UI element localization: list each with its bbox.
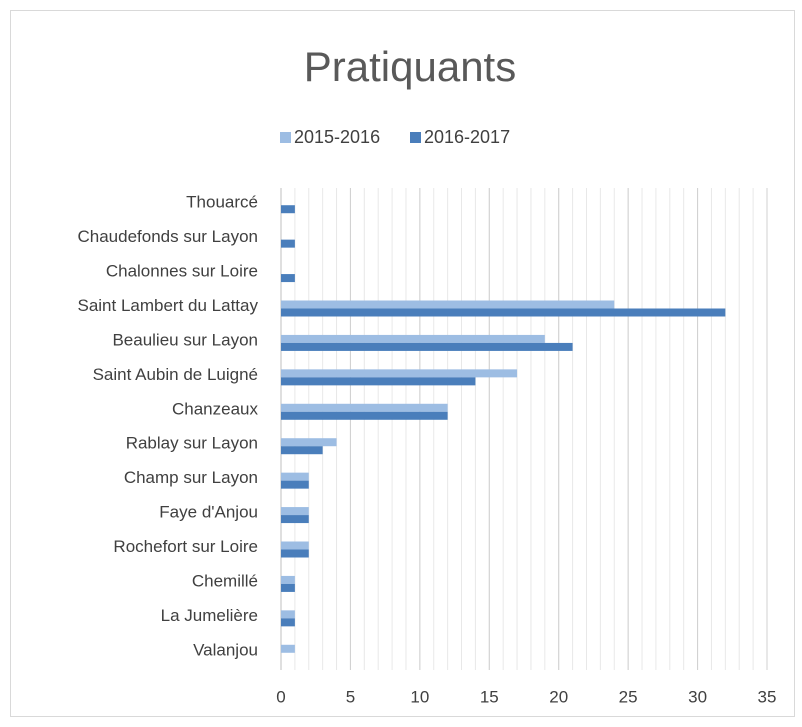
bar [281, 610, 295, 619]
y-tick-label: Chemillé [192, 571, 258, 590]
y-tick-label: Rochefort sur Loire [113, 537, 258, 556]
bar [281, 274, 295, 283]
bar [281, 541, 309, 550]
x-tick-label: 10 [410, 687, 429, 706]
legend-label: 2015-2016 [294, 127, 380, 147]
bar [281, 205, 295, 214]
bar [281, 300, 615, 309]
chart-title: Pratiquants [304, 43, 516, 90]
legend-label: 2016-2017 [424, 127, 510, 147]
bar [281, 515, 309, 524]
bar [281, 411, 448, 420]
y-tick-label: Chalonnes sur Loire [106, 262, 258, 281]
chart-border [10, 10, 795, 717]
x-tick-label: 5 [346, 687, 355, 706]
bar [281, 618, 295, 627]
y-tick-label: Thouarcé [186, 193, 258, 212]
bar [281, 446, 323, 455]
y-tick-label: Rablay sur Layon [126, 434, 258, 453]
legend-swatch [280, 132, 291, 143]
y-tick-label: Beaulieu sur Layon [112, 330, 258, 349]
bar [281, 480, 309, 489]
bar [281, 403, 448, 412]
bar [281, 308, 726, 317]
y-tick-label: Chanzeaux [172, 399, 259, 418]
bar [281, 549, 309, 558]
y-tick-label: Faye d'Anjou [159, 503, 258, 522]
bar [281, 507, 309, 516]
x-tick-label: 0 [276, 687, 285, 706]
x-tick-label: 15 [480, 687, 499, 706]
y-tick-label: Chaudefonds sur Layon [77, 227, 258, 246]
bar [281, 369, 518, 378]
x-tick-label: 25 [619, 687, 638, 706]
bar [281, 239, 295, 248]
x-tick-label: 35 [758, 687, 777, 706]
x-tick-label: 20 [549, 687, 568, 706]
y-tick-label: Saint Lambert du Lattay [77, 296, 258, 315]
y-tick-label: Saint Aubin de Luigné [93, 365, 258, 384]
y-tick-label: Champ sur Layon [124, 468, 258, 487]
y-tick-label: La Jumelière [161, 606, 258, 625]
bar [281, 575, 295, 584]
bar [281, 583, 295, 592]
bar [281, 472, 309, 481]
legend-swatch [410, 132, 421, 143]
x-tick-label: 30 [688, 687, 707, 706]
bar [281, 438, 337, 447]
bar [281, 377, 476, 386]
bar [281, 644, 295, 653]
bar [281, 342, 573, 351]
bar [281, 334, 545, 343]
y-tick-label: Valanjou [193, 640, 258, 659]
